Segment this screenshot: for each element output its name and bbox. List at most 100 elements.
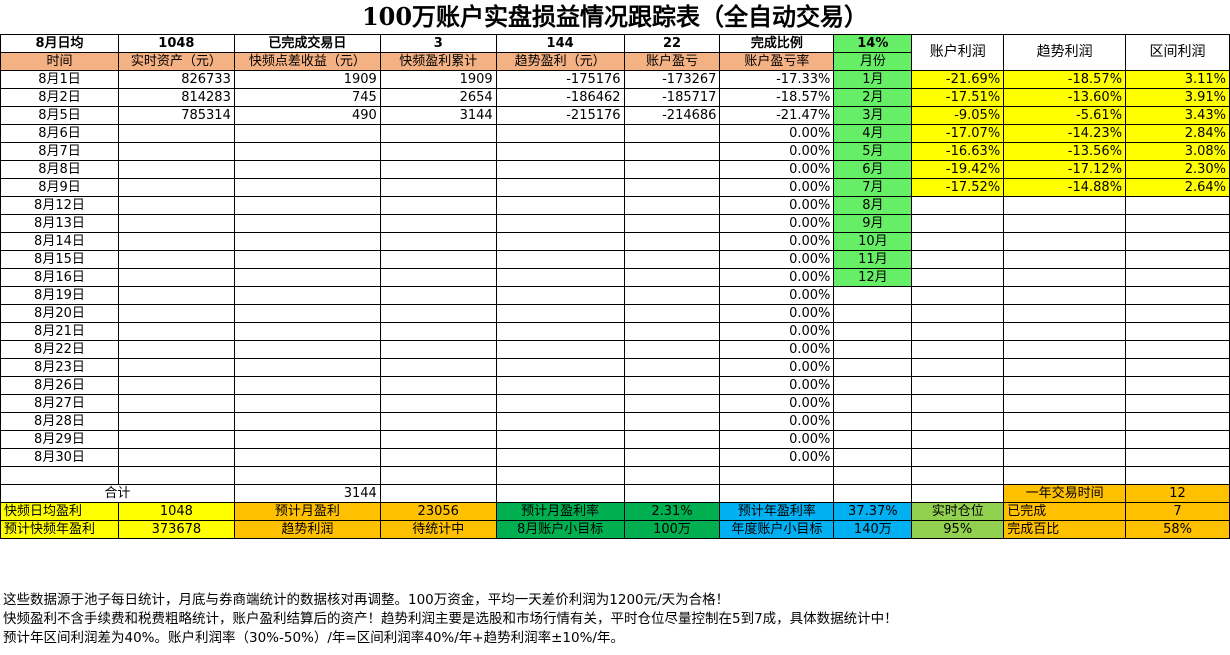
fast-cum-cell [379, 250, 497, 269]
pnl-rate-cell: 0.00% [719, 286, 835, 305]
fast-profit-cell [233, 304, 381, 323]
trend-cell [495, 160, 625, 179]
table-row: 8月15日 0.00% 11月 [0, 250, 1230, 269]
pnl-cell [623, 304, 721, 323]
note-line: 快频盈利不含手续费和税费粗略统计，账户盈利结算后的资产！趋势利润主要是选股和市场… [3, 611, 898, 627]
trend-cell [495, 340, 625, 359]
completion-label: 完成百比 [1003, 520, 1127, 539]
month-cell: 9月 [833, 214, 913, 233]
account-profit-cell: -21.69% [911, 70, 1005, 89]
fast-cum-cell [379, 232, 497, 251]
empty-cell [1125, 466, 1230, 485]
trend-profit-cell: -17.12% [1003, 160, 1127, 179]
trend-profit-cell [1003, 448, 1127, 467]
pnl-cell [623, 142, 721, 161]
month-cell: 4月 [833, 124, 913, 143]
done-days-label: 已完成交易日 [233, 34, 381, 53]
trend-profit-cell [1003, 286, 1127, 305]
fast-profit-cell: 745 [233, 88, 381, 107]
trend-cell [495, 178, 625, 197]
blank-row [0, 466, 1230, 485]
fast-profit-cell [233, 142, 381, 161]
date-cell: 8月26日 [0, 376, 119, 395]
trend-profit-cell [1003, 250, 1127, 269]
table-row: 8月26日 0.00% [0, 376, 1230, 395]
asset-cell [117, 232, 235, 251]
account-profit-cell [911, 250, 1005, 269]
empty-cell [117, 466, 235, 485]
date-cell: 8月9日 [0, 178, 119, 197]
range-profit-cell: 3.91% [1125, 88, 1230, 107]
pnl-cell: -185717 [623, 88, 721, 107]
fast-profit-cell [233, 214, 381, 233]
fast-profit-cell [233, 448, 381, 467]
fast-profit-cell [233, 286, 381, 305]
asset-cell [117, 394, 235, 413]
fast-profit-cell: 1909 [233, 70, 381, 89]
range-profit-cell: 3.11% [1125, 70, 1230, 89]
trend-profit-cell [1003, 340, 1127, 359]
table-row: 8月9日 0.00% 7月 -17.52% -14.88% 2.64% [0, 178, 1230, 197]
fast-profit-cell [233, 394, 381, 413]
range-profit-cell [1125, 430, 1230, 449]
asset-cell [117, 142, 235, 161]
month-cell: 8月 [833, 196, 913, 215]
date-cell: 8月7日 [0, 142, 119, 161]
empty-cell [833, 466, 913, 485]
range-profit-cell [1125, 232, 1230, 251]
summary-144: 144 [495, 34, 625, 53]
account-profit-cell [911, 430, 1005, 449]
pnl-rate-cell: -17.33% [719, 70, 835, 89]
pnl-cell [623, 430, 721, 449]
trend-cell: -175176 [495, 70, 625, 89]
table-row: 8月27日 0.00% [0, 394, 1230, 413]
account-profit-cell [911, 214, 1005, 233]
fast-cum-cell: 3144 [379, 106, 497, 125]
pnl-rate-cell: 0.00% [719, 376, 835, 395]
trend-profit-cell [1003, 304, 1127, 323]
table-row: 8月28日 0.00% [0, 412, 1230, 431]
range-profit-cell: 2.64% [1125, 178, 1230, 197]
asset-cell [117, 340, 235, 359]
fast-profit-cell [233, 322, 381, 341]
fast-cum-cell [379, 322, 497, 341]
trend-profit-cell [1003, 232, 1127, 251]
fast-cum-cell [379, 124, 497, 143]
pnl-cell: -214686 [623, 106, 721, 125]
completed-label: 已完成 [1003, 502, 1127, 521]
total-value: 3144 [233, 484, 381, 503]
pnl-rate-cell: 0.00% [719, 358, 835, 377]
range-profit-cell [1125, 304, 1230, 323]
trend-cell: -215176 [495, 106, 625, 125]
account-profit-cell [911, 286, 1005, 305]
account-profit-cell: -17.07% [911, 124, 1005, 143]
trend-profit-cell [1003, 358, 1127, 377]
completion-value: 58% [1125, 520, 1230, 539]
range-profit-cell: 2.30% [1125, 160, 1230, 179]
pnl-cell [623, 160, 721, 179]
asset-cell [117, 448, 235, 467]
asset-cell [117, 268, 235, 287]
date-cell: 8月28日 [0, 412, 119, 431]
fast-profit-cell: 490 [233, 106, 381, 125]
pnl-cell [623, 268, 721, 287]
trend-profit-cell [1003, 322, 1127, 341]
month-cell [833, 412, 913, 431]
range-profit-cell [1125, 322, 1230, 341]
pnl-rate-cell: 0.00% [719, 430, 835, 449]
trend-profit-cell: -13.56% [1003, 142, 1127, 161]
year-target-label: 年度账户小目标 [719, 520, 835, 539]
table-row: 8月22日 0.00% [0, 340, 1230, 359]
account-profit-cell [911, 394, 1005, 413]
date-cell: 8月19日 [0, 286, 119, 305]
asset-cell [117, 430, 235, 449]
trend-profit-cell: -14.88% [1003, 178, 1127, 197]
pnl-rate-cell: -18.57% [719, 88, 835, 107]
col-fast-cum: 快频盈利累计 [379, 52, 497, 71]
fast-cum-cell [379, 430, 497, 449]
pnl-rate-cell: 0.00% [719, 178, 835, 197]
fast-cum-cell [379, 358, 497, 377]
expected-month-rate-value: 2.31% [623, 502, 721, 521]
fast-cum-cell [379, 394, 497, 413]
